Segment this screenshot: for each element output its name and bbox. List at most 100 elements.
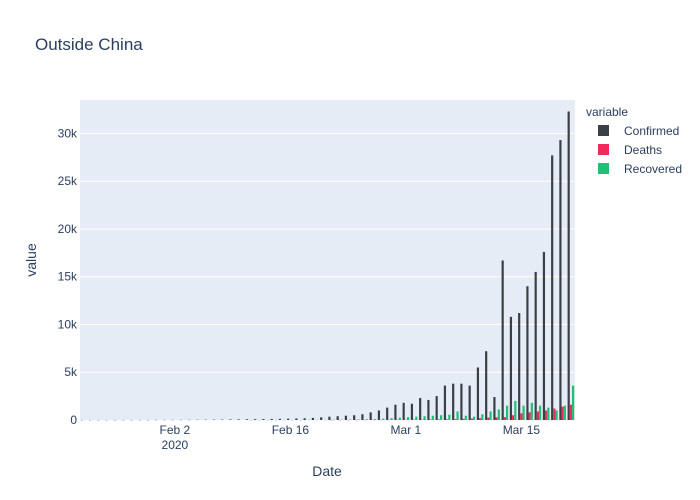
y-tick-label: 5k bbox=[64, 365, 78, 379]
bar-recovered bbox=[390, 418, 393, 420]
y-axis-title: value bbox=[23, 243, 39, 277]
bar-recovered bbox=[555, 410, 558, 420]
bar-confirmed bbox=[443, 385, 447, 420]
legend-label-recovered: Recovered bbox=[624, 162, 682, 176]
bar-confirmed bbox=[567, 111, 570, 421]
bar-recovered bbox=[398, 417, 401, 420]
bar-deaths bbox=[569, 404, 572, 420]
bar-recovered bbox=[365, 419, 368, 420]
legend-swatch-confirmed bbox=[598, 125, 609, 136]
bar-recovered bbox=[456, 411, 459, 420]
bar-recovered bbox=[538, 405, 542, 420]
bar-confirmed bbox=[328, 416, 331, 420]
x-tick-label: Mar 1 bbox=[391, 423, 422, 437]
bar-deaths bbox=[470, 418, 473, 420]
legend-swatch-recovered bbox=[598, 163, 609, 174]
bar-deaths bbox=[487, 417, 490, 420]
bar-deaths bbox=[446, 419, 449, 420]
bar-deaths bbox=[528, 412, 531, 420]
bar-confirmed bbox=[509, 316, 513, 420]
x-tick-label: Mar 15 bbox=[503, 423, 541, 437]
bar-confirmed bbox=[534, 271, 537, 420]
grid-lines bbox=[80, 132, 575, 373]
bar-recovered bbox=[472, 416, 476, 420]
chart-title: Outside China bbox=[35, 35, 143, 54]
bar-recovered bbox=[522, 405, 525, 420]
bar-confirmed bbox=[278, 418, 282, 420]
bar-recovered bbox=[464, 415, 467, 420]
bar-deaths bbox=[479, 418, 482, 420]
bar-confirmed bbox=[361, 414, 364, 420]
bar-confirmed bbox=[344, 415, 348, 420]
bar-recovered bbox=[439, 415, 443, 420]
x-tick-sublabel: 2020 bbox=[162, 438, 189, 452]
bar-deaths bbox=[553, 408, 556, 420]
bar-recovered bbox=[497, 409, 500, 420]
y-tick-label: 25k bbox=[58, 174, 78, 188]
bar-confirmed bbox=[435, 396, 438, 420]
bar-confirmed bbox=[320, 417, 323, 420]
y-tick-label: 20k bbox=[58, 222, 78, 236]
bar-confirmed bbox=[394, 404, 397, 420]
bar-confirmed bbox=[336, 416, 339, 420]
x-axis-title: Date bbox=[312, 463, 342, 479]
bar-confirmed bbox=[353, 415, 356, 420]
bar-deaths bbox=[495, 417, 498, 420]
bar-confirmed bbox=[229, 419, 232, 420]
bar-confirmed bbox=[551, 155, 554, 420]
bar-recovered bbox=[489, 411, 492, 420]
bar-deaths bbox=[545, 410, 548, 420]
bar-confirmed bbox=[485, 351, 488, 420]
bar-confirmed bbox=[402, 402, 405, 420]
bar-recovered bbox=[415, 416, 418, 420]
bar-confirmed bbox=[237, 419, 240, 420]
bar-recovered bbox=[547, 407, 550, 420]
bar-confirmed bbox=[410, 403, 414, 420]
plot-area bbox=[80, 100, 575, 420]
y-tick-label: 0 bbox=[70, 413, 77, 427]
bar-confirmed bbox=[303, 418, 306, 420]
bar-confirmed bbox=[419, 398, 422, 420]
x-tick-label: Feb 16 bbox=[272, 423, 310, 437]
bar-deaths bbox=[503, 417, 506, 420]
bar-deaths bbox=[536, 411, 539, 420]
bar-recovered bbox=[448, 414, 451, 420]
bar-confirmed bbox=[270, 418, 273, 420]
y-tick-labels: 0 5k 10k 15k 20k 25k 30k bbox=[58, 126, 78, 427]
y-tick-label: 30k bbox=[58, 126, 78, 140]
bar-confirmed bbox=[476, 367, 480, 420]
bar-confirmed bbox=[377, 410, 381, 420]
bar-confirmed bbox=[262, 419, 265, 420]
bar-recovered bbox=[423, 416, 426, 420]
bar-confirmed bbox=[518, 313, 521, 420]
bar-recovered bbox=[373, 419, 377, 420]
bar-recovered bbox=[530, 402, 533, 420]
bar-recovered bbox=[357, 419, 360, 420]
bar-recovered bbox=[382, 418, 385, 420]
bar-deaths bbox=[561, 406, 564, 420]
bar-recovered bbox=[514, 400, 517, 420]
bar-recovered bbox=[571, 385, 575, 420]
bar-confirmed bbox=[526, 286, 529, 420]
bar-confirmed bbox=[460, 383, 463, 420]
bar-deaths bbox=[512, 415, 515, 420]
bar-recovered bbox=[481, 414, 484, 420]
bar-confirmed bbox=[427, 399, 430, 420]
bar-deaths bbox=[520, 413, 523, 420]
bar-confirmed bbox=[386, 407, 389, 420]
bars bbox=[80, 111, 575, 421]
bar-confirmed bbox=[295, 418, 298, 420]
bar-deaths bbox=[462, 418, 465, 420]
y-tick-label: 15k bbox=[58, 270, 78, 284]
bar-confirmed bbox=[452, 383, 455, 420]
bar-confirmed bbox=[311, 417, 315, 420]
bar-confirmed bbox=[245, 419, 249, 420]
legend-swatch-deaths bbox=[598, 144, 609, 155]
bar-recovered bbox=[563, 405, 566, 420]
bar-recovered bbox=[431, 415, 434, 420]
bar-recovered bbox=[406, 417, 410, 420]
legend-title: variable bbox=[586, 105, 628, 119]
y-tick-label: 10k bbox=[58, 317, 78, 331]
